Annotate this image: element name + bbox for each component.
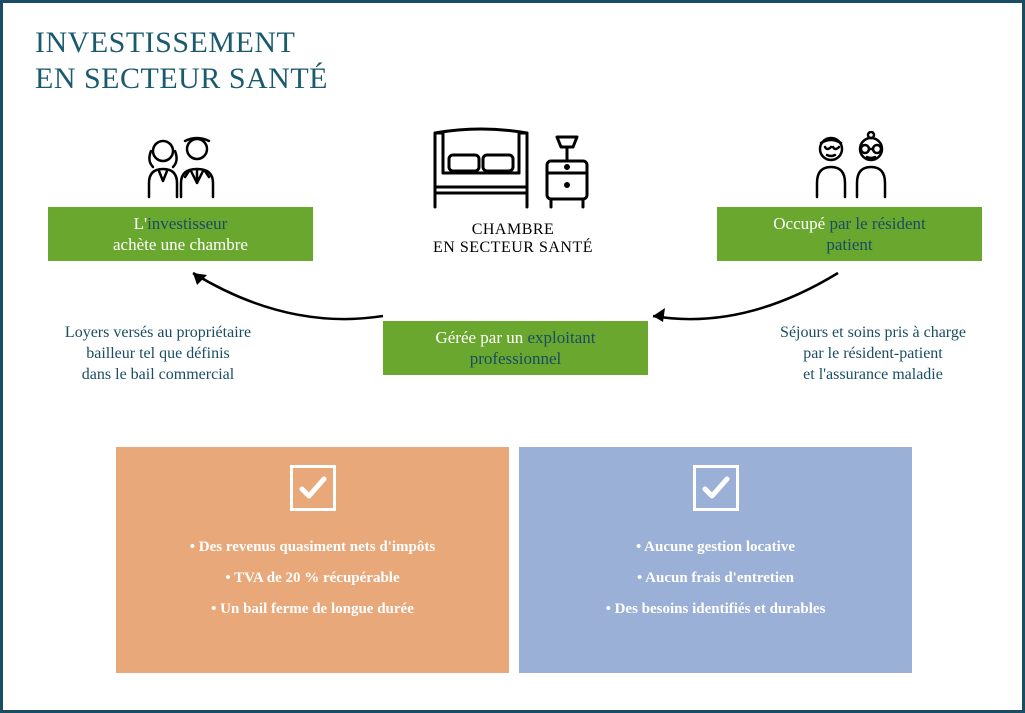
benefit-item: TVA de 20 % récupérable [116,570,509,587]
occupied-line2-accent: patient [826,235,872,254]
occupied-box: Occupé par le résident patient [717,207,982,261]
title-line1: INVESTISSEMENT [35,26,295,59]
page-title: INVESTISSEMENT EN SECTEUR SANTÉ [35,25,328,97]
investor-couple-icon [131,131,231,201]
arrow-left [178,261,388,331]
investor-line1-plain: L' [134,214,147,233]
investor-box: L'investisseur achète une chambre [48,207,313,261]
bedroom-icon [423,113,603,213]
arrow-right [643,261,853,331]
care-l2: par le résident-patient [803,345,943,362]
benefits-right-card: Aucune gestion locative Aucun frais d'en… [519,447,912,673]
benefit-item: Un bail ferme de longue durée [116,601,509,618]
care-l3: et l'assurance maladie [803,366,943,383]
managed-box: Gérée par un exploitant professionnel [383,321,648,375]
benefit-item: Aucun frais d'entretien [519,570,912,587]
check-icon [693,465,739,511]
check-icon [290,465,336,511]
managed-accent2: professionnel [470,349,562,368]
center-line2: EN SECTEUR SANTÉ [433,239,593,256]
managed-accent1: exploitant [528,328,596,347]
benefits-left-list: Des revenus quasiment nets d'impôts TVA … [116,539,509,618]
investor-line2: achète une chambre [113,235,248,254]
rent-text: Loyers versés au propriétaire bailleur t… [28,323,288,385]
managed-plain: Gérée par un [435,328,527,347]
benefit-item: Aucune gestion locative [519,539,912,556]
rent-l2: bailleur tel que définis [86,345,230,362]
care-text: Séjours et soins pris à charge par le ré… [743,323,1003,385]
center-line1: CHAMBRE [472,221,555,238]
benefit-item: Des revenus quasiment nets d'impôts [116,539,509,556]
occupied-line1-plain: Occupé [773,214,829,233]
investor-line1-accent: investisseur [147,214,227,233]
rent-l3: dans le bail commercial [82,366,234,383]
center-label: CHAMBRE EN SECTEUR SANTÉ [418,221,608,257]
occupied-line1-accent: par le résident [829,214,925,233]
benefit-item: Des besoins identifiés et durables [519,601,912,618]
benefits-right-list: Aucune gestion locative Aucun frais d'en… [519,539,912,618]
infographic-canvas: INVESTISSEMENT EN SECTEUR SANTÉ [0,0,1025,713]
benefits-left-card: Des revenus quasiment nets d'impôts TVA … [116,447,509,673]
title-line2: EN SECTEUR SANTÉ [35,62,328,95]
elderly-couple-icon [801,131,901,201]
